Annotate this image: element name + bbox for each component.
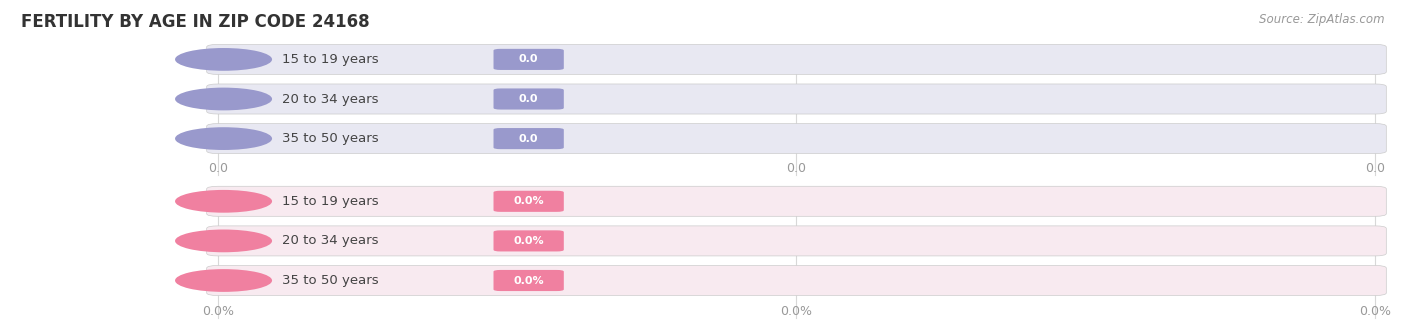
FancyBboxPatch shape — [207, 124, 1386, 154]
FancyBboxPatch shape — [207, 84, 1386, 114]
Text: 0.0: 0.0 — [1365, 162, 1385, 175]
FancyBboxPatch shape — [207, 265, 1386, 296]
Text: 0.0: 0.0 — [208, 162, 228, 175]
FancyBboxPatch shape — [494, 230, 564, 251]
Text: 35 to 50 years: 35 to 50 years — [281, 132, 378, 145]
Circle shape — [174, 127, 273, 150]
Text: 0.0%: 0.0% — [513, 276, 544, 285]
Text: 35 to 50 years: 35 to 50 years — [281, 274, 378, 287]
Text: 0.0: 0.0 — [519, 94, 538, 104]
Circle shape — [174, 230, 273, 252]
Text: 20 to 34 years: 20 to 34 years — [281, 92, 378, 106]
Circle shape — [174, 48, 273, 71]
Text: 15 to 19 years: 15 to 19 years — [281, 195, 378, 208]
Circle shape — [174, 269, 273, 292]
Text: 0.0%: 0.0% — [1360, 305, 1391, 318]
Text: 0.0: 0.0 — [519, 134, 538, 144]
FancyBboxPatch shape — [494, 88, 564, 110]
FancyBboxPatch shape — [494, 270, 564, 291]
Text: FERTILITY BY AGE IN ZIP CODE 24168: FERTILITY BY AGE IN ZIP CODE 24168 — [21, 13, 370, 31]
Text: 0.0%: 0.0% — [202, 305, 233, 318]
FancyBboxPatch shape — [494, 191, 564, 212]
Text: 0.0%: 0.0% — [513, 236, 544, 246]
Circle shape — [174, 88, 273, 110]
FancyBboxPatch shape — [207, 186, 1386, 216]
Text: 0.0: 0.0 — [786, 162, 807, 175]
FancyBboxPatch shape — [207, 45, 1386, 75]
Text: 0.0: 0.0 — [519, 54, 538, 64]
FancyBboxPatch shape — [207, 226, 1386, 256]
Circle shape — [174, 190, 273, 213]
Text: 0.0%: 0.0% — [780, 305, 813, 318]
Text: 20 to 34 years: 20 to 34 years — [281, 234, 378, 248]
FancyBboxPatch shape — [494, 128, 564, 149]
FancyBboxPatch shape — [494, 49, 564, 70]
Text: 15 to 19 years: 15 to 19 years — [281, 53, 378, 66]
Text: Source: ZipAtlas.com: Source: ZipAtlas.com — [1260, 13, 1385, 26]
Text: 0.0%: 0.0% — [513, 196, 544, 206]
